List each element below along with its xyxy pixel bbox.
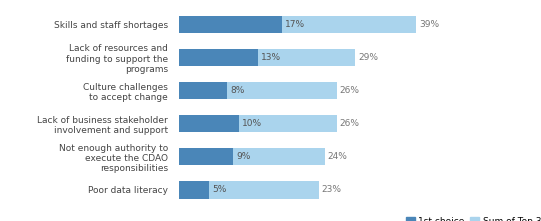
Text: 17%: 17% <box>285 20 305 29</box>
Bar <box>179 82 337 99</box>
Bar <box>179 115 337 132</box>
Bar <box>179 16 282 33</box>
Bar <box>179 82 227 99</box>
Text: 8%: 8% <box>230 86 245 95</box>
Bar <box>179 181 319 199</box>
Text: 26%: 26% <box>340 119 360 128</box>
Bar <box>179 181 209 199</box>
Text: 26%: 26% <box>340 86 360 95</box>
Bar <box>179 148 325 166</box>
Text: 9%: 9% <box>236 152 250 161</box>
Bar <box>179 49 355 66</box>
Bar <box>179 49 258 66</box>
Text: 5%: 5% <box>212 185 226 194</box>
Bar <box>179 148 233 166</box>
Bar <box>179 115 239 132</box>
Text: 23%: 23% <box>321 185 341 194</box>
Text: 13%: 13% <box>261 53 281 62</box>
Text: 39%: 39% <box>419 20 439 29</box>
Bar <box>179 16 416 33</box>
Legend: 1st choice, Sum of Top 3: 1st choice, Sum of Top 3 <box>403 213 541 221</box>
Text: 24%: 24% <box>328 152 347 161</box>
Text: 29%: 29% <box>358 53 378 62</box>
Text: 10%: 10% <box>242 119 262 128</box>
